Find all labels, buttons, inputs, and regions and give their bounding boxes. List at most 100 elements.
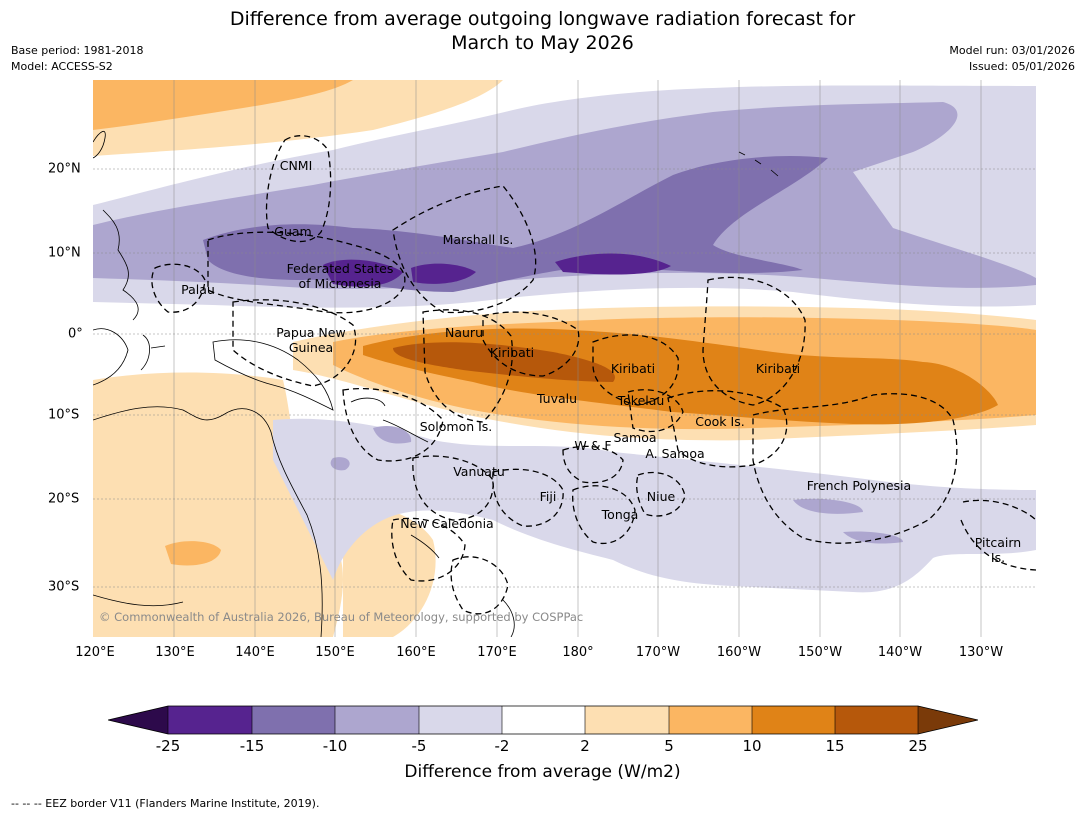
coast-new-caledonia	[410, 534, 440, 559]
coast-taiwan	[93, 130, 106, 159]
model-run: Model run: 03/01/2026	[949, 44, 1075, 57]
eez-palau	[151, 263, 206, 313]
eez-pitcairn	[960, 499, 1036, 571]
colorbar-extend-low	[108, 706, 168, 734]
eez-solomon	[342, 387, 444, 462]
label-pitcairn-line2: Is.	[991, 550, 1005, 565]
anomaly-band-south-light	[273, 418, 1036, 593]
colorbar-tick: 2	[580, 737, 590, 755]
colorbar-segment	[752, 706, 835, 734]
label-tonga: Tonga	[601, 507, 639, 522]
colorbar-segment	[252, 706, 335, 734]
eez-marshall	[392, 185, 537, 314]
eez-png	[232, 299, 357, 387]
coastlines	[93, 130, 779, 637]
lat-label: 20°S	[48, 491, 80, 507]
lon-label: 140°E	[235, 645, 275, 660]
coast-new-zealand	[502, 599, 515, 637]
lat-label: 30°S	[48, 579, 80, 595]
lat-label: 20°N	[48, 161, 81, 177]
coast-new-britain	[350, 397, 386, 407]
eez-tokelau	[627, 389, 684, 433]
eez-wf-samoa	[562, 445, 624, 484]
anomaly-au-positive-mid	[165, 541, 221, 566]
label-french-polynesia: French Polynesia	[807, 478, 911, 493]
lat-label: 10°S	[48, 407, 80, 423]
label-solomon: Solomon Is.	[420, 419, 493, 434]
lon-label: 130°E	[155, 645, 195, 660]
eez-nauru-tuvalu	[422, 309, 513, 423]
label-fsm-line1: Federated States	[287, 261, 394, 276]
label-kiribati-west: Kiribati	[490, 345, 534, 360]
anomaly-band-north-darkest-3	[555, 253, 671, 275]
label-tokelau: Tokelau	[617, 393, 665, 408]
colorbar-tick: 25	[908, 737, 928, 755]
colorbar-segment	[502, 706, 585, 734]
anomaly-tasman-positive	[343, 506, 436, 637]
colorbar-extend-high	[918, 706, 978, 734]
coast-australia	[93, 406, 323, 637]
coast-new-guinea	[212, 339, 334, 411]
chart-title-line2: March to May 2026	[451, 32, 634, 54]
label-marshall: Marshall Is.	[443, 232, 514, 247]
colorbar-segment	[585, 706, 669, 734]
eez-new-zealand	[450, 556, 509, 615]
label-kiribati-east: Kiribati	[756, 361, 800, 376]
colorbar-segment	[419, 706, 502, 734]
colorbar-tick: -15	[239, 737, 265, 755]
eez-micronesia	[207, 231, 406, 314]
colorbar-tick: -2	[494, 737, 510, 755]
label-cook: Cook Is.	[695, 414, 744, 429]
anomaly-band-south-mid-4	[843, 531, 903, 544]
anomaly-band-south-mid-2	[330, 457, 350, 471]
eez-kiribati-east	[702, 276, 806, 406]
colorbar-label: Difference from average (W/m2)	[404, 762, 681, 782]
eez-french-polynesia	[752, 393, 958, 544]
coast-hawaii	[738, 151, 779, 177]
lon-label: 180°	[562, 645, 594, 660]
anomaly-band-south-mid-1	[373, 425, 412, 444]
coast-borneo	[93, 328, 129, 386]
label-fsm-line2: of Micronesia	[299, 276, 382, 291]
coast-philippines	[102, 209, 139, 321]
lon-label: 140°W	[877, 645, 923, 660]
colorbar-segment	[335, 706, 419, 734]
label-tuvalu: Tuvalu	[536, 391, 577, 406]
lon-label: 160°E	[396, 645, 436, 660]
colorbar	[108, 705, 978, 735]
colorbar-tick: -5	[411, 737, 427, 755]
eez-vanuatu	[412, 455, 494, 521]
eez-tonga	[572, 485, 636, 544]
lon-label: 150°E	[315, 645, 355, 660]
anomaly-nw-positive-mid	[93, 80, 353, 130]
chart-title-line1: Difference from average outgoing longwav…	[229, 8, 856, 30]
coast-solomons	[382, 419, 429, 443]
colorbar-tick: 5	[664, 737, 674, 755]
colorbar-tick: 15	[825, 737, 845, 755]
eez-cnmi-guam	[265, 135, 332, 243]
label-vanuatu: Vanuatu	[453, 464, 505, 479]
eez-footnote: -- -- -- EEZ border V11 (Flanders Marine…	[11, 797, 320, 810]
eez-borders	[151, 135, 1036, 615]
colorbar-segment	[168, 706, 252, 734]
forecast-map[interactable]: CNMI Guam Marshall Is. Federated States …	[93, 80, 1036, 637]
copyright-notice: © Commonwealth of Australia 2026, Bureau…	[99, 610, 583, 624]
lon-label: 160°W	[716, 645, 762, 660]
lon-label: 120°E	[75, 645, 115, 660]
coast-sulawesi	[140, 334, 166, 371]
anomaly-band-north-darkest-2	[411, 263, 476, 284]
anomaly-band-equator-darkest	[393, 342, 615, 382]
model-name: Model: ACCESS-S2	[11, 60, 113, 73]
colorbar-segment	[669, 706, 752, 734]
colorbar-tick: -10	[322, 737, 348, 755]
label-guam: Guam	[274, 224, 311, 239]
label-kiribati-central: Kiribati	[611, 361, 655, 376]
eez-fiji	[492, 468, 564, 527]
anomaly-band-north-dark	[203, 155, 828, 292]
label-samoa: Samoa	[613, 430, 656, 445]
lat-label: 10°N	[48, 245, 81, 261]
base-period: Base period: 1981-2018	[11, 44, 144, 57]
lon-label: 130°W	[958, 645, 1004, 660]
label-wf: W & F	[574, 438, 611, 453]
label-niue: Niue	[647, 489, 676, 504]
